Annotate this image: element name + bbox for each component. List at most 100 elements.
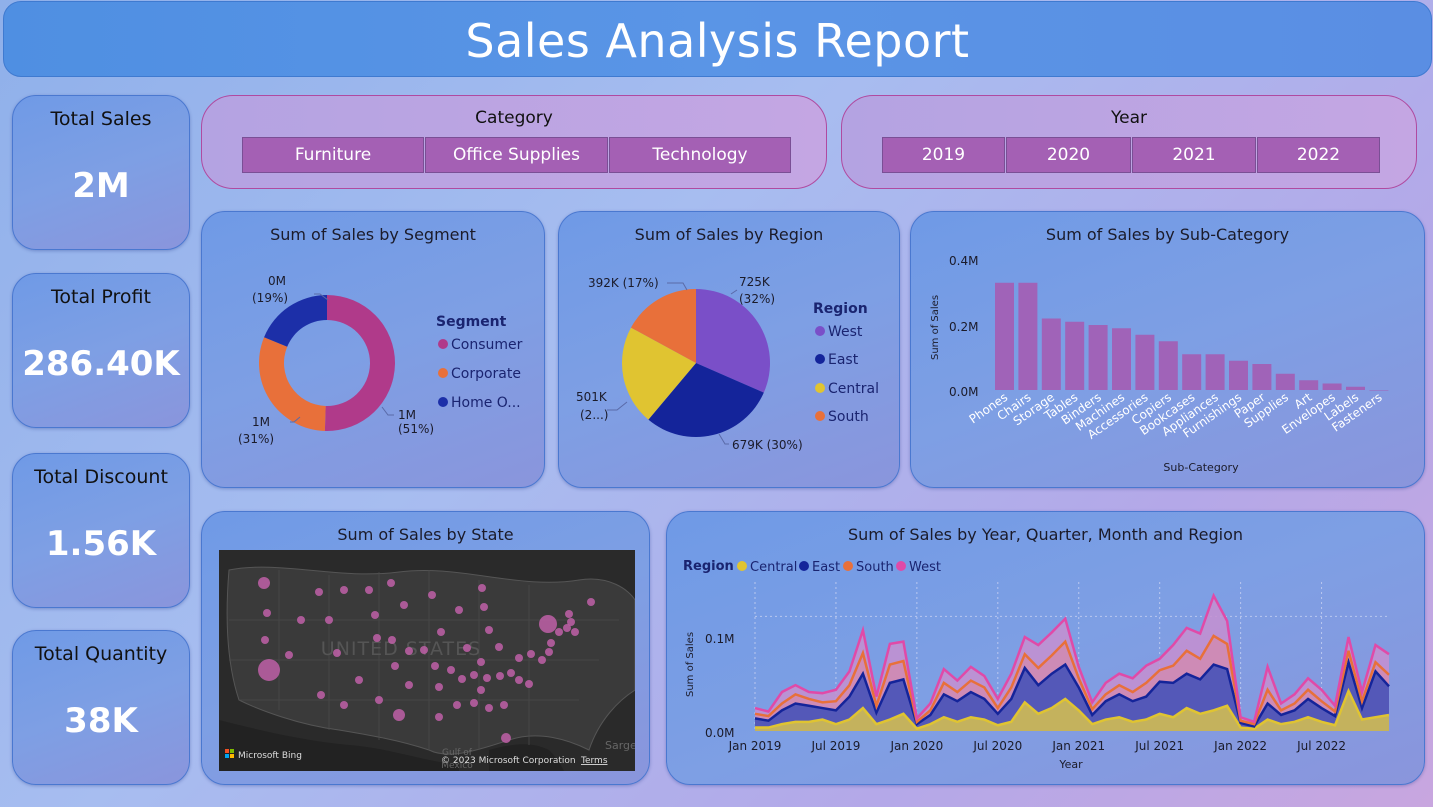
map-bubble[interactable]	[340, 586, 348, 594]
map-bubble[interactable]	[393, 709, 405, 721]
bar-machines[interactable]	[1112, 328, 1131, 390]
map-bubble[interactable]	[485, 626, 493, 634]
map-canvas[interactable]: UNITED STATES Gulf of Mexico Sarge Micro…	[219, 550, 635, 771]
donut-slice-home-office[interactable]	[264, 295, 327, 347]
map-bubble[interactable]	[365, 586, 373, 594]
pie-slice-east[interactable]	[648, 363, 764, 437]
map-bubble[interactable]	[539, 615, 557, 633]
map-bubble[interactable]	[571, 628, 579, 636]
map-bubble[interactable]	[258, 577, 270, 589]
bar-paper[interactable]	[1252, 364, 1272, 390]
year-option-2019[interactable]: 2019	[882, 137, 1005, 173]
map-bubble[interactable]	[547, 639, 555, 647]
map-bubble[interactable]	[545, 648, 553, 656]
map-bubble[interactable]	[470, 671, 478, 679]
map-bubble[interactable]	[400, 601, 408, 609]
bar-labels[interactable]	[1346, 386, 1365, 390]
map-bubble[interactable]	[587, 598, 595, 606]
map-bubble[interactable]	[375, 696, 383, 704]
map-bubble[interactable]	[315, 588, 323, 596]
map-bubble[interactable]	[515, 654, 523, 662]
map-bubble[interactable]	[527, 650, 535, 658]
map-bubble[interactable]	[263, 609, 271, 617]
line-east[interactable]	[754, 657, 1390, 728]
map-bubble[interactable]	[371, 611, 379, 619]
map-bubble[interactable]	[563, 624, 571, 632]
bar-accessories[interactable]	[1135, 334, 1155, 390]
bar-chairs[interactable]	[1018, 282, 1038, 390]
year-option-2020[interactable]: 2020	[1006, 137, 1131, 173]
bar-copiers[interactable]	[1158, 341, 1178, 390]
map-bubble[interactable]	[477, 658, 485, 666]
bar-supplies[interactable]	[1275, 373, 1295, 390]
category-option-office-supplies[interactable]: Office Supplies	[425, 137, 608, 173]
bar-furnishings[interactable]	[1229, 360, 1248, 390]
line-west[interactable]	[754, 592, 1390, 724]
bar-envelopes[interactable]	[1322, 383, 1342, 391]
bar-art[interactable]	[1299, 380, 1319, 390]
map-bubble[interactable]	[555, 628, 563, 636]
map-bubble[interactable]	[258, 659, 280, 681]
map-bubble[interactable]	[435, 713, 443, 721]
map-bubble[interactable]	[333, 649, 341, 657]
map-bubble[interactable]	[495, 643, 503, 651]
map-bubble[interactable]	[501, 733, 511, 743]
year-option-2021[interactable]: 2021	[1132, 137, 1256, 173]
pie-slice-central[interactable]	[622, 327, 696, 420]
map-bubble[interactable]	[480, 603, 488, 611]
map-bubble[interactable]	[435, 683, 443, 691]
map-bubble[interactable]	[470, 699, 478, 707]
map-bubble[interactable]	[373, 634, 381, 642]
map-terms-link[interactable]: Terms	[580, 756, 608, 766]
bar-storage[interactable]	[1041, 318, 1061, 391]
donut-slice-consumer[interactable]	[324, 295, 395, 431]
category-option-technology[interactable]: Technology	[609, 137, 791, 173]
map-bubble[interactable]	[478, 584, 486, 592]
line-central[interactable]	[755, 687, 1390, 731]
map-bubble[interactable]	[420, 646, 428, 654]
map-bubble[interactable]	[525, 680, 533, 688]
bar-appliances[interactable]	[1205, 354, 1225, 390]
map-bubble[interactable]	[388, 636, 396, 644]
map-bubble[interactable]	[340, 701, 348, 709]
map-bubble[interactable]	[538, 656, 546, 664]
map-bubble[interactable]	[297, 616, 305, 624]
state-map[interactable]: UNITED STATES Gulf of Mexico Sarge Micro…	[219, 550, 635, 771]
map-bubble[interactable]	[458, 675, 466, 683]
bar-fasteners[interactable]	[1369, 390, 1389, 391]
map-bubble[interactable]	[483, 674, 491, 682]
map-bubble[interactable]	[567, 618, 575, 626]
map-bubble[interactable]	[515, 676, 523, 684]
year-option-2022[interactable]: 2022	[1257, 137, 1380, 173]
map-bubble[interactable]	[463, 644, 471, 652]
bar-tables[interactable]	[1065, 321, 1085, 390]
map-bubble[interactable]	[261, 636, 269, 644]
category-option-furniture[interactable]: Furniture	[242, 137, 424, 173]
map-bubble[interactable]	[565, 610, 573, 618]
bar-binders[interactable]	[1088, 325, 1108, 390]
map-bubble[interactable]	[477, 686, 485, 694]
map-bubble[interactable]	[437, 628, 445, 636]
bar-phones[interactable]	[995, 282, 1014, 390]
map-bubble[interactable]	[405, 647, 413, 655]
pie-slice-west[interactable]	[696, 289, 770, 393]
map-bubble[interactable]	[405, 681, 413, 689]
map-bubble[interactable]	[391, 662, 399, 670]
map-bubble[interactable]	[447, 666, 455, 674]
map-bubble[interactable]	[507, 669, 515, 677]
map-bubble[interactable]	[387, 579, 395, 587]
map-bubble[interactable]	[317, 691, 325, 699]
map-bubble[interactable]	[431, 662, 439, 670]
map-bubble[interactable]	[455, 606, 463, 614]
map-bubble[interactable]	[355, 676, 363, 684]
donut-slice-corporate[interactable]	[259, 337, 326, 431]
map-bubble[interactable]	[325, 616, 333, 624]
map-bubble[interactable]	[453, 701, 461, 709]
pie-slice-south[interactable]	[631, 289, 696, 363]
map-bubble[interactable]	[485, 704, 493, 712]
map-bubble[interactable]	[285, 651, 293, 659]
line-south[interactable]	[754, 634, 1390, 726]
map-bubble[interactable]	[496, 672, 504, 680]
map-bubble[interactable]	[428, 591, 436, 599]
map-bubble[interactable]	[500, 701, 508, 709]
